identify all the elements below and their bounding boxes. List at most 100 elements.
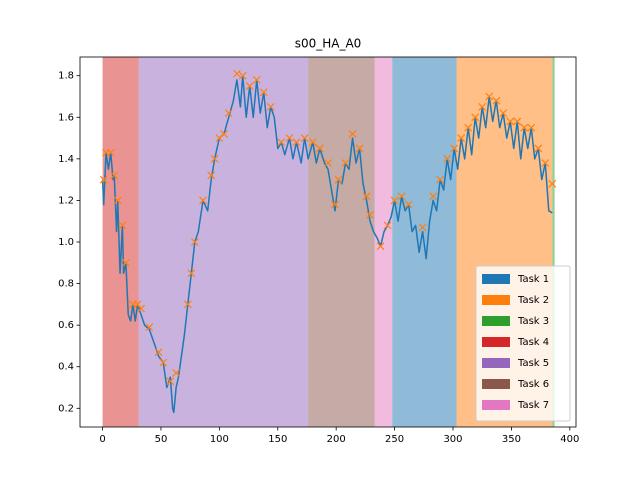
legend-label: Task 6 (517, 379, 549, 390)
data-marker (513, 117, 522, 126)
data-marker (471, 113, 480, 122)
legend-label: Task 4 (517, 337, 549, 348)
data-marker (506, 117, 515, 126)
legend: Task 1 Task 2 Task 3 Task 4 Task 5 Task 6 Task… (475, 265, 571, 422)
data-marker (113, 196, 122, 205)
data-marker (443, 154, 452, 163)
data-marker (190, 238, 199, 246)
data-marker (252, 75, 261, 84)
data-marker (277, 138, 286, 147)
x-tick-label: 200 (327, 434, 346, 445)
legend-swatch (482, 358, 510, 368)
data-marker (199, 196, 207, 205)
x-tick-label: 0 (99, 434, 105, 445)
data-marker (118, 221, 127, 230)
y-tick-label: 1.0 (58, 237, 74, 248)
data-marker (348, 129, 357, 138)
data-marker (210, 154, 219, 163)
legend-swatch (482, 400, 510, 410)
data-marker (520, 123, 529, 132)
legend-swatch (482, 295, 510, 305)
data-marker (99, 175, 108, 184)
data-marker (397, 192, 406, 201)
data-marker (429, 192, 438, 201)
task-span (102, 57, 139, 427)
data-marker (341, 159, 350, 167)
data-marker (450, 144, 459, 153)
data-marker (548, 179, 557, 188)
data-marker (121, 258, 130, 267)
x-tick-label: 400 (560, 434, 579, 445)
data-marker (331, 200, 339, 209)
x-tick-label: 250 (385, 434, 404, 445)
data-marker (436, 175, 445, 184)
task-span (374, 57, 393, 427)
data-marker (245, 82, 254, 91)
y-tick-label: 0.6 (58, 320, 74, 331)
data-marker (404, 200, 413, 209)
data-marker (315, 144, 324, 153)
legend-label: Task 3 (517, 316, 549, 327)
x-tick-label: 100 (210, 434, 229, 445)
data-marker (137, 304, 146, 313)
legend-label: Task 7 (517, 400, 549, 411)
task-span (552, 57, 555, 427)
task-span (138, 57, 309, 427)
data-marker (183, 300, 192, 309)
data-marker (324, 159, 332, 167)
y-tick-label: 1.6 (58, 112, 74, 123)
data-marker (492, 96, 501, 105)
data-marker (300, 134, 309, 142)
data-marker (238, 71, 247, 80)
x-tick-label: 50 (155, 434, 168, 445)
legend-swatch (482, 274, 510, 284)
legend-label: Task 2 (517, 295, 549, 306)
y-tick-label: 1.4 (58, 154, 74, 165)
data-marker (485, 92, 494, 101)
data-marker (418, 223, 427, 232)
data-marker (376, 242, 385, 251)
data-marker (154, 348, 163, 357)
legend-swatch (482, 379, 510, 389)
data-marker (383, 221, 392, 230)
data-marker (285, 134, 294, 142)
data-marker (187, 269, 196, 278)
legend-label: Task 1 (517, 274, 549, 285)
data-marker (355, 144, 364, 153)
data-marker (232, 69, 241, 78)
x-tick-label: 350 (502, 434, 521, 445)
data-marker (308, 138, 317, 147)
data-marker (541, 159, 550, 167)
data-marker (334, 175, 343, 184)
data-marker (366, 211, 374, 219)
data-marker (390, 196, 399, 205)
data-marker (464, 123, 473, 132)
data-marker (259, 88, 268, 97)
y-tick-label: 0.8 (58, 279, 74, 290)
y-tick-label: 1.8 (58, 71, 74, 82)
task-span (308, 57, 375, 427)
data-marker (172, 369, 181, 377)
data-marker (220, 129, 228, 138)
data-marker (224, 109, 233, 118)
data-marker (145, 323, 154, 332)
legend-swatch (482, 316, 510, 326)
data-marker (499, 109, 508, 118)
x-tick-label: 300 (443, 434, 462, 445)
chart-title: s00_HA_A0 (295, 37, 362, 51)
x-tick-label: 150 (268, 434, 287, 445)
data-marker (457, 134, 466, 142)
data-marker (266, 102, 275, 111)
data-marker (110, 171, 119, 180)
data-marker (166, 377, 175, 386)
data-marker (207, 171, 216, 180)
y-tick-label: 0.2 (58, 403, 74, 414)
y-tick-label: 0.4 (58, 362, 74, 373)
y-tick-label: 1.2 (58, 195, 74, 206)
data-marker (159, 358, 168, 367)
data-marker (292, 138, 301, 147)
data-marker (534, 144, 543, 153)
data-marker (362, 192, 371, 201)
legend-label: Task 5 (517, 358, 549, 369)
